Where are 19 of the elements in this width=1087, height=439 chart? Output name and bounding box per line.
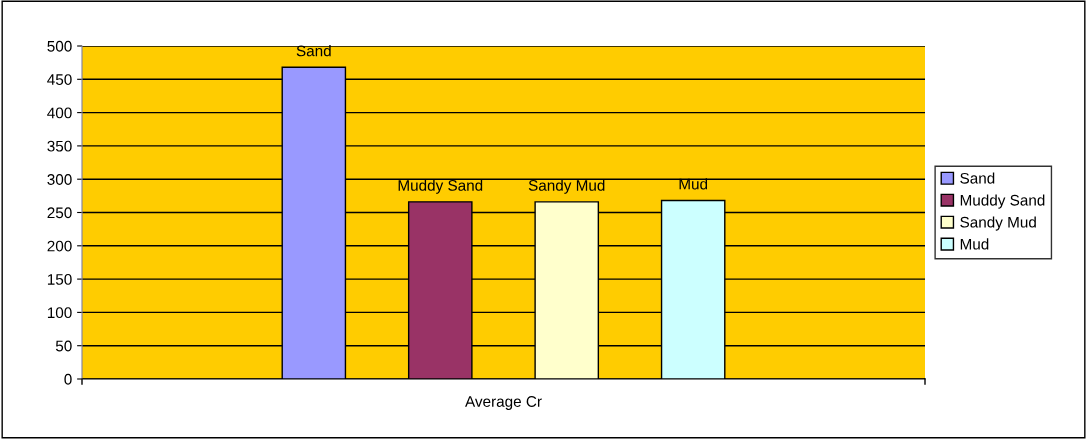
legend-label: Muddy Sand xyxy=(960,194,1045,209)
legend-label: Sandy Mud xyxy=(960,216,1036,231)
y-tick-label: 200 xyxy=(47,240,72,252)
y-tick-label: 300 xyxy=(47,174,72,185)
y-tick-label: 450 xyxy=(47,74,72,85)
y-tick-label: 0 xyxy=(64,373,72,385)
y-tick-label: 500 xyxy=(47,40,72,52)
text: Muddy Sand xyxy=(398,179,483,194)
y-tick-label: 250 xyxy=(47,207,72,219)
text: Sand xyxy=(296,45,331,57)
y-tick-label: 100 xyxy=(47,307,72,319)
text: Sandy Mud xyxy=(528,179,605,194)
y-tick-label: 150 xyxy=(47,273,72,285)
x-tick-label: Average Cr xyxy=(465,396,542,410)
y-tick-label: 50 xyxy=(55,340,72,352)
legend-label: Mud xyxy=(960,238,989,250)
legend-label: Sand xyxy=(960,172,995,184)
y-tick-label: 400 xyxy=(47,107,72,119)
y-tick-label: 350 xyxy=(47,140,72,152)
